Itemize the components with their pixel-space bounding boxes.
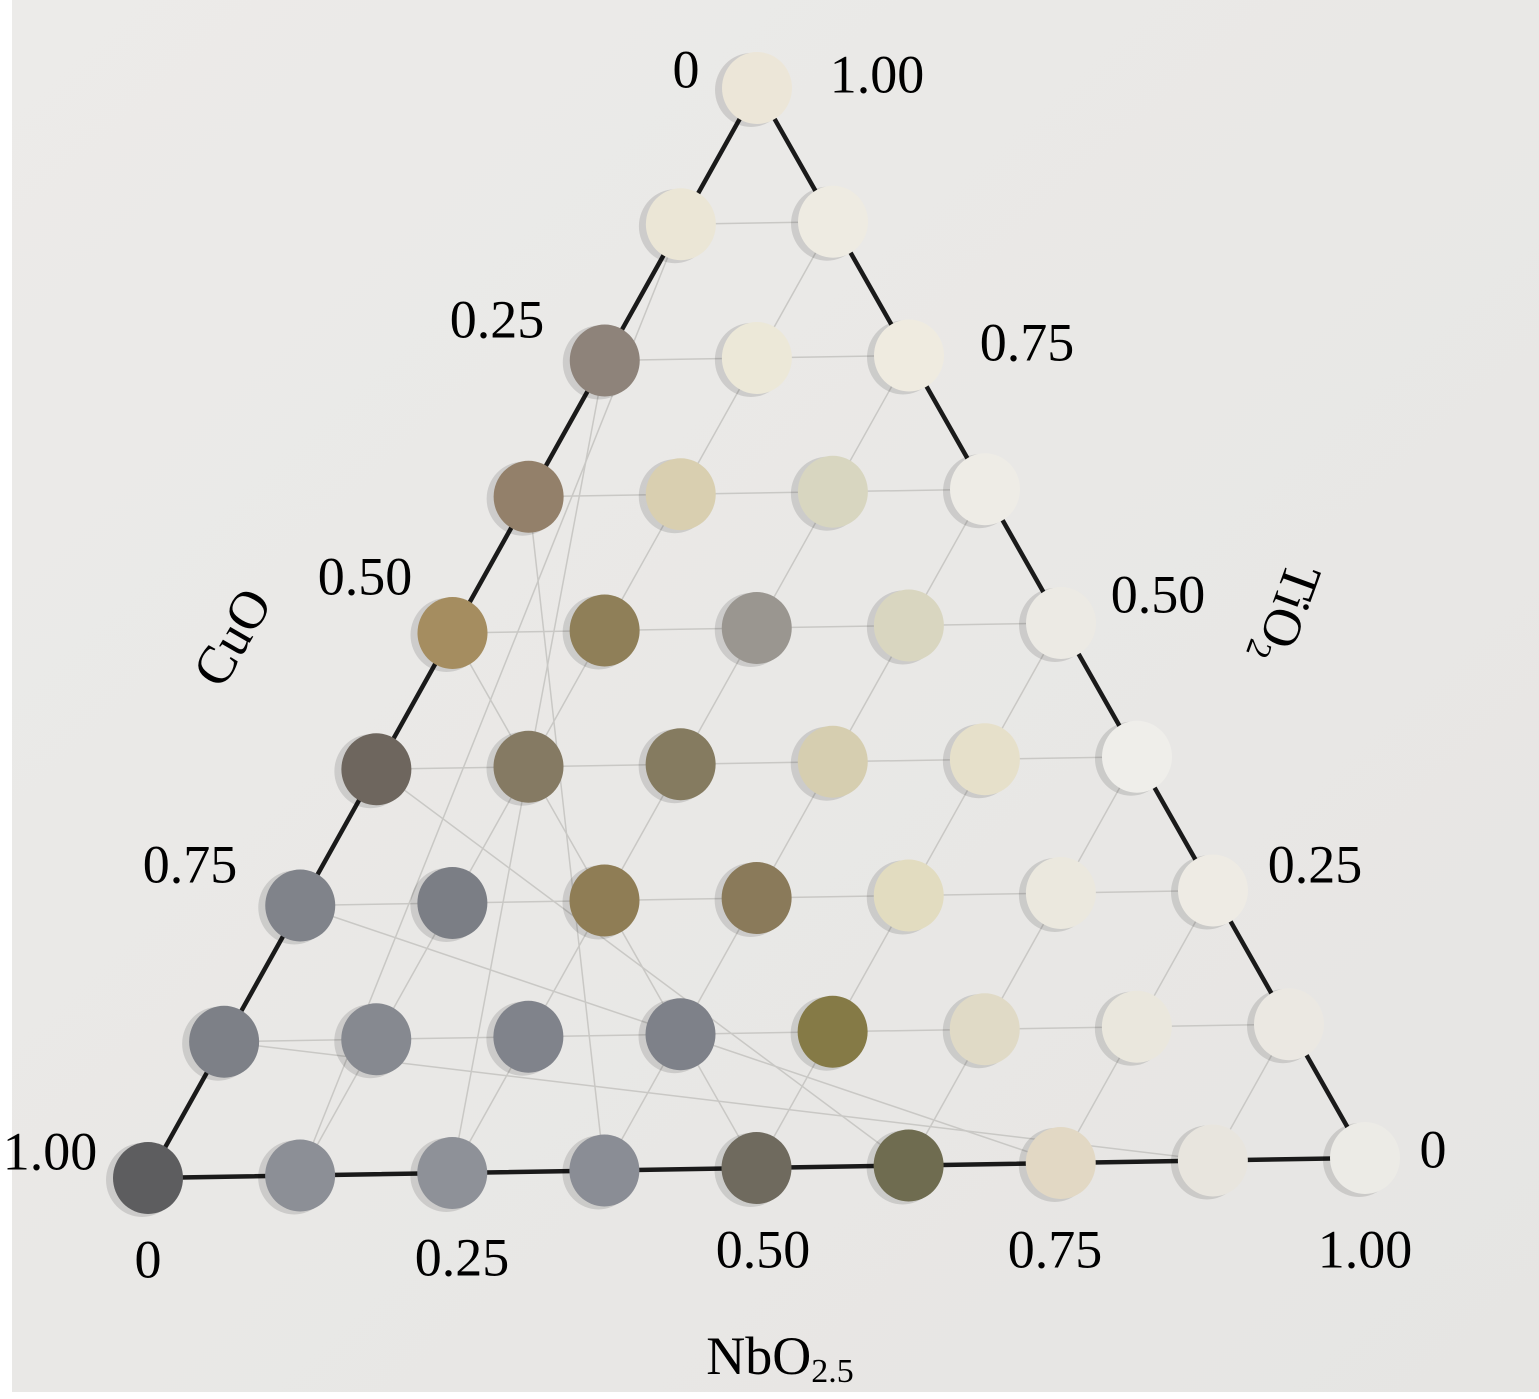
pellet xyxy=(874,319,944,392)
pellet xyxy=(873,1129,944,1202)
pellet xyxy=(798,185,868,258)
labels: CuO TiO2 NbO2.5 00.250.500.751.001.000.7… xyxy=(3,39,1447,1389)
cuo-tick-label: 0.50 xyxy=(318,546,413,606)
pellet xyxy=(569,324,640,397)
tio2-tick-label: 0 xyxy=(1420,1119,1447,1179)
pellet xyxy=(1025,1127,1096,1199)
nbo-tick-label: 0.75 xyxy=(1008,1219,1103,1279)
nbo-tick-label: 0 xyxy=(135,1229,162,1289)
pellet xyxy=(1025,857,1096,929)
nbo-tick-label: 0.25 xyxy=(415,1227,510,1287)
pellet xyxy=(645,728,716,801)
pellet xyxy=(1254,988,1324,1061)
pellet xyxy=(645,998,716,1071)
pellet xyxy=(189,1005,260,1078)
pellet xyxy=(493,730,564,803)
pellet xyxy=(949,723,1020,796)
pellet xyxy=(493,460,564,533)
pellet xyxy=(1026,587,1096,659)
pellet xyxy=(417,867,488,939)
nbo-axis-title: NbO2.5 xyxy=(706,1326,854,1389)
pellet xyxy=(645,458,716,531)
cuo-tick-label: 0.25 xyxy=(450,289,545,349)
pellet xyxy=(417,1137,488,1209)
pellet xyxy=(873,859,944,932)
pellet xyxy=(1101,990,1172,1063)
pellet xyxy=(265,869,336,942)
nbo-tick-label: 1.00 xyxy=(1318,1219,1413,1279)
pellet xyxy=(1178,854,1248,927)
pellet xyxy=(721,592,792,664)
pellet xyxy=(493,1000,564,1073)
pellet xyxy=(950,453,1020,526)
pellet xyxy=(949,993,1020,1066)
cuo-tick-label: 0 xyxy=(673,39,700,99)
pellet xyxy=(417,597,488,669)
pellet xyxy=(341,733,412,806)
pellet xyxy=(645,188,716,261)
pellet xyxy=(569,864,640,937)
pellet xyxy=(797,455,868,528)
pellet xyxy=(341,1003,412,1076)
pellet xyxy=(569,1134,640,1207)
tio2-tick-label: 0.25 xyxy=(1268,834,1363,894)
pellet xyxy=(1177,1124,1248,1197)
pellet xyxy=(721,1132,792,1204)
pellet xyxy=(722,52,792,124)
pellet xyxy=(265,1139,336,1212)
nbo-tick-label: 0.50 xyxy=(716,1219,811,1279)
tio2-tick-label: 0.50 xyxy=(1111,564,1206,624)
pellet xyxy=(721,322,792,394)
pellet xyxy=(1102,720,1172,793)
nbo-title-sub: 2.5 xyxy=(811,1353,854,1390)
nbo-title-main: NbO xyxy=(706,1326,811,1386)
tio2-tick-label: 1.00 xyxy=(830,44,925,104)
pellet xyxy=(569,594,640,667)
grid-line xyxy=(528,488,986,498)
cuo-tick-label: 0.75 xyxy=(143,834,238,894)
cuo-tick-label: 1.00 xyxy=(3,1121,98,1181)
pellet xyxy=(113,1142,183,1214)
pellet xyxy=(721,862,792,934)
pellet xyxy=(797,995,868,1068)
pellet xyxy=(1330,1122,1400,1194)
grid-line xyxy=(527,496,606,1171)
pellet xyxy=(873,589,944,662)
pellet xyxy=(797,725,868,798)
tio2-tick-label: 0.75 xyxy=(980,312,1075,372)
pellets xyxy=(106,52,1400,1217)
grid-line xyxy=(907,756,1138,1166)
